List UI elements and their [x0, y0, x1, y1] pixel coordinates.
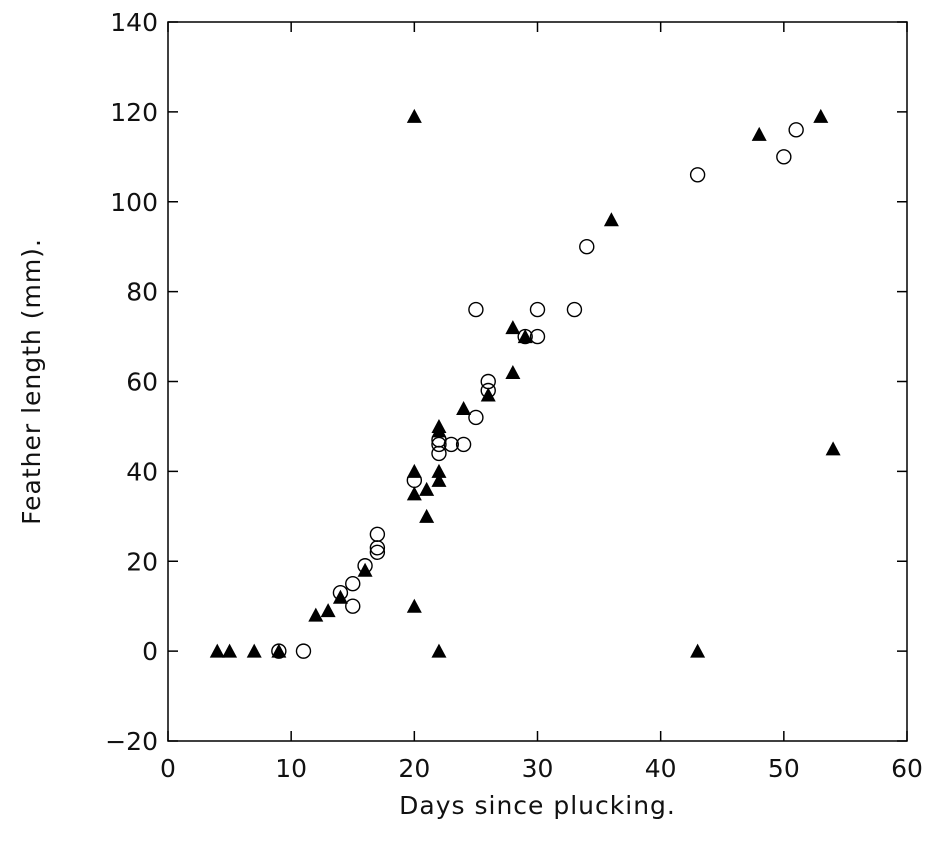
data-point-circle	[345, 598, 361, 614]
data-point-circle	[345, 576, 361, 592]
y-tick-label: 80	[126, 278, 158, 307]
data-point-circle	[788, 122, 804, 138]
data-point-triangle	[813, 108, 829, 123]
y-tick-labels: −20 0 20 40 60 80 100 120 140	[105, 8, 158, 756]
x-tick-label: 50	[768, 754, 800, 783]
data-point-triangle	[825, 441, 841, 456]
data-point-triangle	[419, 481, 435, 496]
data-point-triangle	[431, 463, 447, 478]
data-point-triangle	[246, 643, 262, 658]
data-point-triangle	[332, 589, 348, 604]
data-point-triangle	[431, 472, 447, 487]
data-point-circle	[369, 526, 386, 542]
x-tick-label: 60	[891, 754, 923, 783]
data-point-triangle	[320, 603, 336, 618]
data-point-triangle	[406, 486, 422, 501]
data-point-triangle	[505, 365, 521, 380]
data-point-triangle	[456, 400, 472, 415]
data-point-circle	[468, 409, 484, 426]
data-point-circle	[529, 328, 546, 345]
data-point-triangle	[406, 108, 422, 123]
x-tick-label: 10	[275, 754, 307, 783]
data-point-circle	[443, 436, 459, 453]
axis-ticks	[167, 21, 908, 742]
x-tick-label: 0	[160, 754, 176, 783]
y-tick-label: 0	[142, 637, 158, 666]
plot-frame	[167, 21, 908, 742]
x-tick-label: 30	[522, 754, 554, 783]
y-tick-label: 140	[110, 8, 158, 37]
data-point-circle	[566, 301, 583, 318]
data-point-triangle	[406, 598, 422, 613]
data-point-circle	[369, 544, 386, 560]
data-point-triangle	[603, 212, 619, 227]
data-point-circle	[455, 436, 472, 453]
x-axis-title: Days since plucking.	[399, 791, 676, 820]
y-tick-label: 40	[126, 457, 158, 486]
y-tick-label: 120	[110, 98, 158, 127]
data-marks	[209, 108, 841, 659]
data-point-triangle	[406, 463, 422, 478]
data-point-circle	[295, 643, 312, 659]
data-point-triangle	[357, 562, 373, 577]
data-point-triangle	[271, 643, 287, 658]
data-point-circle	[579, 238, 595, 255]
data-point-triangle	[431, 418, 447, 433]
y-tick-label: −20	[105, 727, 158, 756]
y-tick-label: 60	[126, 368, 158, 397]
data-point-triangle	[209, 643, 225, 658]
data-point-triangle	[308, 607, 324, 622]
data-point-triangle	[480, 387, 496, 402]
x-tick-label: 40	[645, 754, 677, 783]
data-point-circle	[468, 301, 484, 318]
data-point-circle	[689, 167, 706, 183]
data-point-triangle	[505, 320, 521, 335]
data-point-triangle	[431, 643, 447, 658]
data-point-circle	[369, 540, 386, 556]
data-point-triangle	[517, 329, 533, 344]
y-tick-label: 100	[110, 188, 158, 217]
x-tick-label: 20	[398, 754, 430, 783]
y-tick-label: 20	[126, 547, 158, 576]
data-point-circle	[529, 301, 546, 318]
data-point-circle	[776, 149, 792, 165]
y-axis-title: Feather length (mm).	[17, 238, 46, 525]
data-point-triangle	[690, 643, 706, 658]
data-point-triangle	[419, 508, 435, 523]
data-point-triangle	[222, 643, 238, 658]
x-tick-labels: 0 10 20 30 40 50 60	[160, 754, 923, 783]
data-point-triangle	[751, 126, 767, 141]
